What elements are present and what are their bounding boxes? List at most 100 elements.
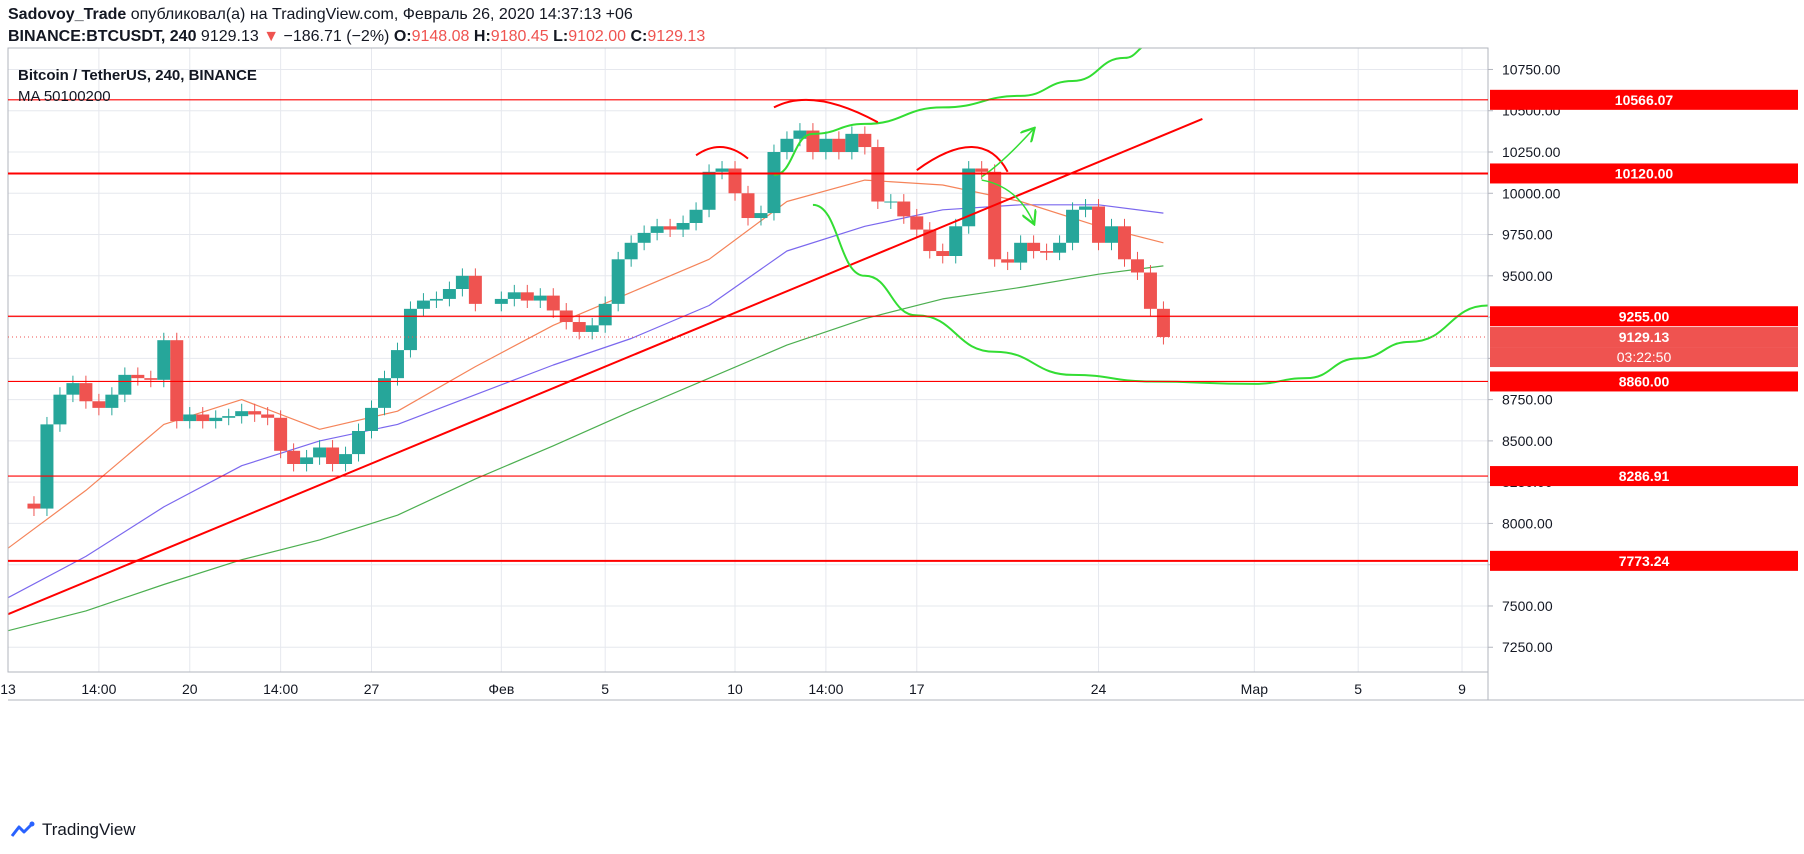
price-level-label: 8286.91 (1619, 468, 1670, 484)
candle (676, 222, 690, 230)
candle (741, 193, 755, 219)
tradingview-logo-icon (10, 821, 35, 837)
candle (131, 374, 145, 379)
y-tick-label: 8500.00 (1502, 433, 1553, 449)
candle (468, 275, 482, 304)
published-text: опубликовал(а) на TradingView.com, Февра… (130, 6, 633, 23)
down-triangle-icon: ▼ (263, 28, 280, 45)
candle (378, 378, 391, 408)
candle (1105, 226, 1118, 243)
candle (533, 295, 547, 301)
chart-header-line1: Sadovoy_Trade опубликовал(а) на TradingV… (8, 6, 633, 24)
x-tick-label: 14:00 (81, 681, 116, 697)
legend-indicator: MA 50100200 (18, 88, 111, 105)
x-tick-label: 10 (727, 681, 743, 697)
countdown-tag (1490, 347, 1798, 368)
y-tick-label: 8000.00 (1502, 515, 1553, 531)
candle (40, 424, 54, 509)
candle (754, 213, 768, 219)
candle (183, 414, 197, 422)
candle (403, 308, 417, 351)
price-level-tag (1490, 163, 1798, 184)
candle (962, 168, 976, 227)
x-tick-label: 27 (364, 681, 380, 697)
candle (442, 289, 456, 299)
candle (209, 417, 223, 422)
candle (949, 226, 963, 256)
candle (235, 411, 249, 417)
candle (261, 414, 275, 418)
candle (715, 168, 729, 172)
candle (1156, 308, 1170, 338)
y-tick-label: 10000.00 (1502, 185, 1561, 201)
x-tick-label: 9 (1458, 681, 1466, 697)
y-tick-label: 7250.00 (1502, 639, 1553, 655)
candle (429, 298, 443, 301)
candle (884, 201, 898, 203)
candle (92, 401, 106, 408)
candle (611, 259, 625, 304)
candle (79, 383, 93, 402)
pattern-arc (695, 146, 749, 160)
candle (832, 138, 846, 152)
candle (416, 300, 430, 309)
candle (1027, 242, 1041, 252)
candle (222, 416, 236, 418)
candle (520, 292, 534, 301)
author-name[interactable]: Sadovoy_Trade (8, 6, 127, 23)
x-tick-label: Мар (1241, 681, 1269, 697)
low-value: 9102.00 (568, 28, 627, 45)
price-level-tag (1490, 371, 1798, 392)
candle (650, 226, 664, 233)
symbol-label: BINANCE:BTCUSDT, 240 (8, 28, 197, 45)
candle (1053, 242, 1067, 253)
candle (1118, 226, 1131, 260)
price-level-label: 8860.00 (1619, 373, 1670, 389)
candle (1014, 242, 1028, 263)
candle (494, 298, 508, 304)
candle (702, 171, 716, 210)
candle (806, 130, 820, 152)
price-level-label: 10120.00 (1615, 165, 1674, 181)
candle (572, 322, 586, 332)
candle (780, 138, 794, 152)
candle (585, 325, 599, 332)
close-value: 9129.13 (647, 28, 706, 45)
candle (1079, 206, 1093, 210)
candle (910, 216, 924, 230)
candle (793, 130, 807, 139)
candle (546, 295, 560, 311)
y-tick-label: 9750.00 (1502, 227, 1553, 243)
candle (365, 407, 378, 431)
x-tick-label: 14:00 (808, 681, 843, 697)
candle (507, 292, 521, 299)
candle (157, 340, 171, 380)
price-level-tag (1490, 466, 1798, 487)
green-channel-upper (773, 48, 1143, 177)
price-level-tag (1490, 89, 1798, 110)
candle (455, 275, 469, 290)
price-level-label: 7773.24 (1619, 553, 1670, 569)
plot-area (8, 48, 1488, 672)
high-label: H: (473, 28, 491, 45)
candle (598, 303, 612, 326)
candle (326, 447, 340, 464)
x-tick-label: 17 (909, 681, 925, 697)
candle (390, 350, 404, 379)
candle (897, 201, 911, 217)
candle (975, 168, 989, 172)
ma100-line (8, 204, 1164, 599)
close-label: C: (630, 28, 648, 45)
candle (819, 138, 833, 152)
candle (66, 383, 80, 395)
current-price-tag (1490, 327, 1798, 348)
candle (339, 454, 353, 464)
x-tick-label: 5 (601, 681, 609, 697)
y-tick-label: 10750.00 (1502, 61, 1561, 77)
candle (663, 226, 677, 230)
candle (1040, 251, 1054, 253)
tradingview-brand: TradingView (42, 820, 136, 839)
price-level-tag (1490, 306, 1798, 327)
tradingview-logo[interactable]: TradingView (10, 820, 136, 840)
